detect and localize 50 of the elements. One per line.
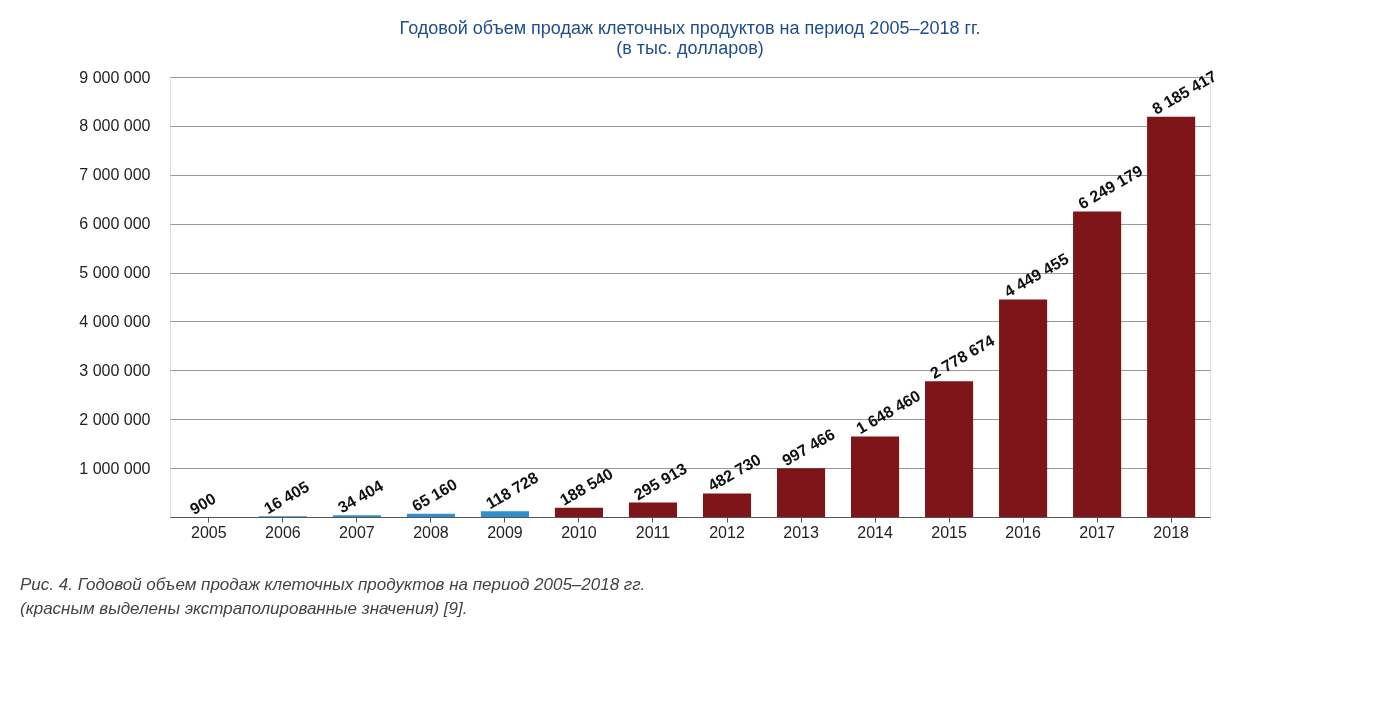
data-label: 65 160 <box>409 475 460 515</box>
data-label: 1 648 460 <box>853 386 924 438</box>
x-tick-label: 2009 <box>487 523 523 541</box>
y-tick-label: 3 000 000 <box>79 361 151 379</box>
data-label: 2 778 674 <box>927 331 998 382</box>
x-tick-label: 2017 <box>1079 523 1116 541</box>
data-label: 8 185 417 <box>1149 67 1220 118</box>
x-tick-label: 2008 <box>413 523 449 541</box>
y-tick-label: 1 000 000 <box>79 459 151 477</box>
x-tick-label: 2012 <box>709 523 745 541</box>
data-label: 295 913 <box>631 459 690 504</box>
y-tick-label: 8 000 000 <box>79 117 151 135</box>
data-label: 997 466 <box>779 425 838 470</box>
y-tick-label: 7 000 000 <box>79 166 151 184</box>
bar <box>999 299 1048 517</box>
y-tick-label: 6 000 000 <box>79 215 151 233</box>
x-tick-label: 2014 <box>857 523 893 541</box>
bar <box>554 507 604 517</box>
bar <box>702 493 752 517</box>
y-tick-label: 9 000 000 <box>79 68 151 86</box>
bar <box>776 468 826 517</box>
text: Рис. 4. Годовой объем продаж клеточных продуктов на период 2005–2018 гг. (красным выделены экстраполированные значения) [9]. <box>20 575 646 618</box>
data-label: 6 249 179 <box>1075 161 1146 213</box>
data-label: 16 405 <box>260 477 312 517</box>
y-tick-label: 2 000 000 <box>79 410 151 428</box>
y-tick-label: 5 000 000 <box>79 264 151 282</box>
x-tick-label: 2006 <box>265 523 301 541</box>
bar <box>1147 116 1196 517</box>
y-tick-label: 4 000 000 <box>79 312 151 330</box>
bar <box>628 502 678 517</box>
data-label: 4 449 455 <box>1001 249 1072 301</box>
data-label: 118 728 <box>483 468 541 512</box>
bar <box>480 511 529 517</box>
x-tick-label: 2011 <box>635 523 671 541</box>
data-label: 482 730 <box>705 450 764 495</box>
data-label: 34 404 <box>335 476 386 517</box>
x-tick-label: 2005 <box>191 523 227 541</box>
chart-title: Годовой объем продаж клеточных продуктов на период 2005–2018 гг. (в тыс. долларов) <box>399 18 981 59</box>
x-tick-label: 2016 <box>1005 523 1041 541</box>
x-tick-label: 2015 <box>931 523 967 541</box>
x-tick-label: 2010 <box>561 523 597 541</box>
data-label: 900 <box>186 489 219 518</box>
x-tick-label: 2018 <box>1153 523 1190 541</box>
bar <box>925 381 974 517</box>
bar <box>406 513 455 517</box>
x-tick-label: 2013 <box>783 523 819 541</box>
x-tick-label: 2007 <box>339 523 375 541</box>
bar <box>1073 211 1122 517</box>
bar <box>851 436 900 517</box>
data-label: 188 540 <box>557 464 616 509</box>
